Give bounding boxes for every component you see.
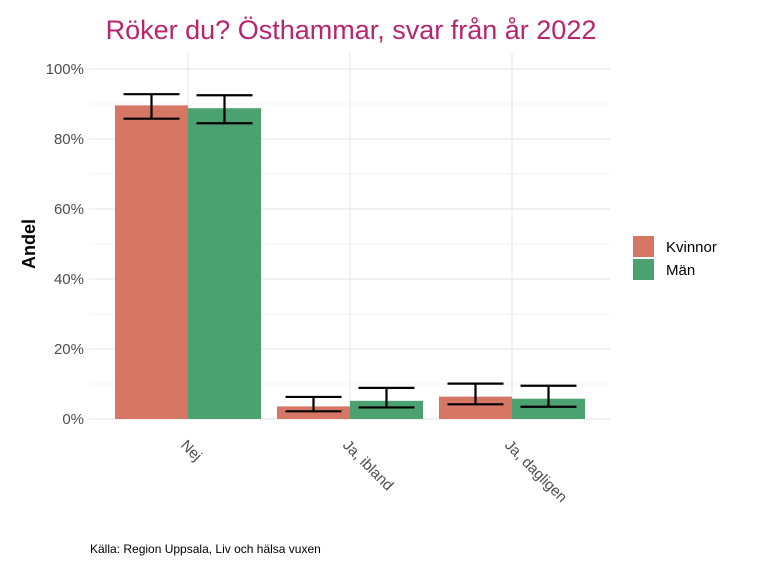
y-tick-label: 0% bbox=[62, 411, 84, 428]
y-tick-label: 80% bbox=[54, 131, 84, 148]
bar-m-n-1 bbox=[350, 400, 423, 419]
bar-kvinnor-1 bbox=[277, 406, 350, 419]
bar-m-n-2 bbox=[512, 398, 585, 419]
bar-m-n-0 bbox=[188, 108, 261, 419]
error-bars bbox=[123, 93, 577, 413]
bar-kvinnor-2 bbox=[439, 396, 512, 419]
bars bbox=[115, 105, 585, 420]
y-tick-label: 20% bbox=[54, 341, 84, 358]
y-axis-label: Andel bbox=[19, 219, 39, 269]
legend-label: Kvinnor bbox=[666, 239, 717, 256]
y-tick-label: 60% bbox=[54, 201, 84, 218]
y-tick-label: 100% bbox=[46, 61, 84, 78]
x-tick-label: Nej bbox=[177, 437, 205, 465]
chart-title: Röker du? Östhammar, svar från år 2022 bbox=[106, 15, 597, 45]
legend: Kvinnor Män bbox=[633, 236, 717, 280]
legend-label: Män bbox=[666, 262, 695, 279]
legend-swatch bbox=[633, 259, 654, 280]
bar-kvinnor-0 bbox=[115, 105, 188, 420]
x-tick-label: Ja, dagligen bbox=[501, 437, 570, 506]
source-caption: Källa: Region Uppsala, Liv och hälsa vux… bbox=[90, 542, 321, 556]
y-axis: 0% 20% 40% 60% 80% 100% bbox=[46, 61, 84, 428]
y-tick-label: 40% bbox=[54, 271, 84, 288]
x-tick-label: Ja, ibland bbox=[339, 437, 396, 494]
x-axis: Nej Ja, ibland Ja, dagligen bbox=[177, 437, 570, 506]
legend-swatch bbox=[633, 236, 654, 257]
